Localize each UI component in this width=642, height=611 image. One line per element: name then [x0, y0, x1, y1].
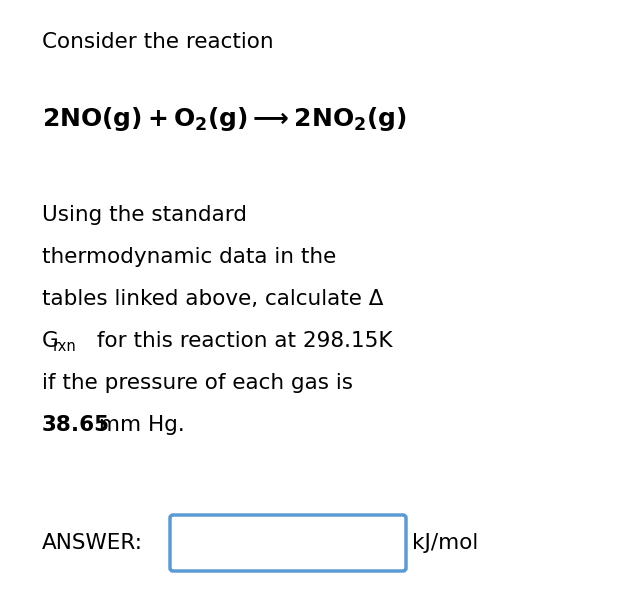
FancyBboxPatch shape — [170, 515, 406, 571]
Text: Consider the reaction: Consider the reaction — [42, 32, 273, 52]
Text: $\mathbf{2NO(g) + O_2(g)}$$\mathbf{\longrightarrow 2NO_2(g)}$: $\mathbf{2NO(g) + O_2(g)}$$\mathbf{\long… — [42, 105, 407, 133]
Text: rxn: rxn — [53, 339, 77, 354]
Text: G: G — [42, 331, 58, 351]
Text: Using the standard: Using the standard — [42, 205, 247, 225]
Text: tables linked above, calculate Δ: tables linked above, calculate Δ — [42, 289, 383, 309]
Text: kJ/mol: kJ/mol — [412, 533, 478, 553]
Text: if the pressure of each gas is: if the pressure of each gas is — [42, 373, 353, 393]
Text: for this reaction at 298.15K: for this reaction at 298.15K — [90, 331, 392, 351]
Text: 38.65: 38.65 — [42, 415, 110, 435]
Text: thermodynamic data in the: thermodynamic data in the — [42, 247, 336, 267]
Text: mm Hg.: mm Hg. — [92, 415, 185, 435]
Text: ANSWER:: ANSWER: — [42, 533, 143, 553]
